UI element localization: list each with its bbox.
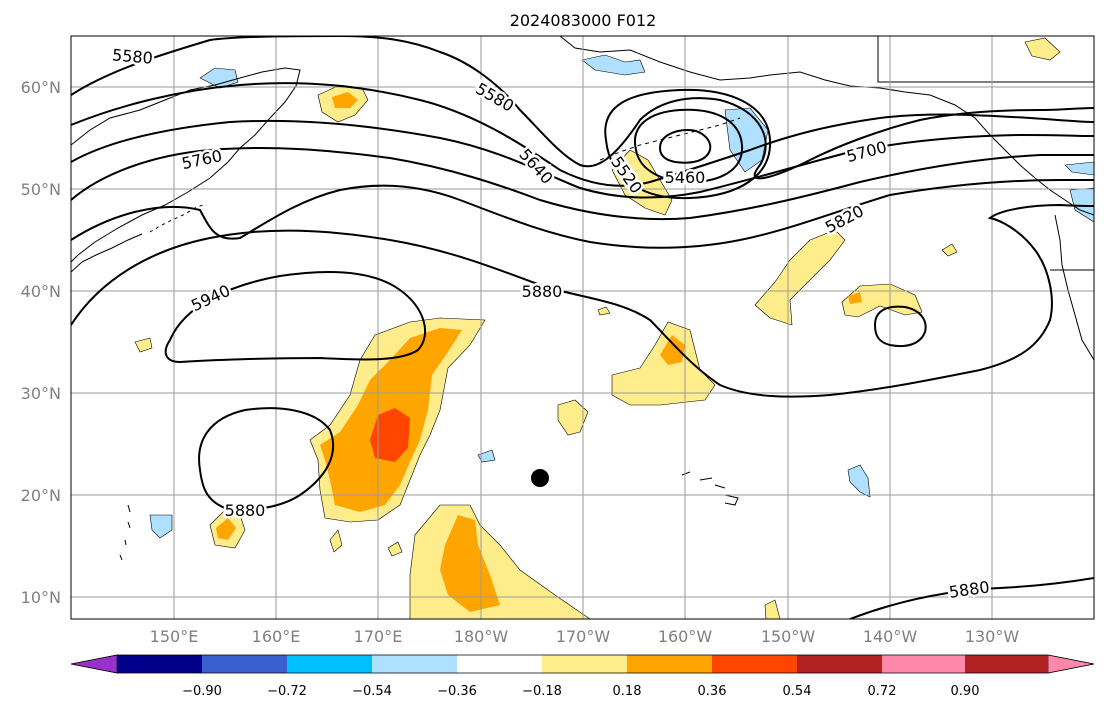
shade-region-patch-e [581,54,646,76]
colorbar-tick-4: −0.36 [437,684,477,699]
contour-label-5880-a: 5880 [522,282,563,301]
map-panel: 5580 5580 5640 5520 5460 5700 5760 5820 … [21,35,1095,646]
lon-tick-170w: 170°W [556,627,611,646]
contour-label-5880-b: 5880 [225,501,266,520]
shade-region-kamchatka-core [332,92,358,108]
colorbar-bin-6 [542,655,627,673]
border-alaska-canada [877,36,1094,83]
shade-region-hawaii-north-core [660,335,685,365]
colorbar-bin-9 [797,655,882,673]
contour-5880-main [71,203,1094,398]
shade-region-patch-d [847,464,871,498]
shade-region-patch-j [134,337,153,353]
colorbar-extend-min [70,654,118,674]
lat-tick-30n: 30°N [21,384,61,403]
longitude-ticks: 150°E 160°E 170°E 180°W 170°W 160°W 150°… [150,627,1020,646]
lon-tick-170e: 170°E [354,627,403,646]
colorbar-outline [70,654,1095,674]
shade-region-patch-f [199,67,239,89]
shade-region-patch-o [597,306,611,316]
lon-tick-160w: 160°W [658,627,713,646]
lon-tick-180w: 180°W [454,627,509,646]
shade-region-west-small-core [216,518,236,540]
colorbar: −0.90 −0.72 −0.54 −0.36 −0.18 0.18 0.36 … [70,654,1095,699]
contour-5580-low [604,88,772,200]
colorbar-tick-5: −0.18 [522,684,562,699]
shade-region-hawaii-north [611,321,716,406]
lat-tick-50n: 50°N [21,180,61,199]
contour-5700 [71,119,1094,199]
shaded-field [134,37,1094,619]
colorbar-tick-9: 0.72 [868,684,897,699]
contour-5760 [71,147,1094,221]
colorbar-bin-5 [457,655,542,673]
colorbar-bin-4 [372,655,457,673]
coastline-aleutians [599,117,741,161]
colorbar-bin-1 [117,655,202,673]
shade-region-east-2-core [848,292,862,304]
coastline-asia [71,67,301,263]
colorbar-tick-6: 0.18 [613,684,642,699]
lon-tick-140w: 140°W [863,627,918,646]
lat-tick-10n: 10°N [21,588,61,607]
storm-position-dot [531,469,549,487]
lat-tick-40n: 40°N [21,282,61,301]
shade-region-patch-l [387,541,403,557]
colorbar-bin-3 [287,655,372,673]
contour-5520-low [633,108,744,184]
contour-5460-low [658,128,712,164]
coastline-kuril [149,203,206,233]
contour-label-5580-a: 5580 [111,45,153,67]
coastline-mariana [119,504,131,561]
shade-region-patch-a [557,399,589,436]
shade-region-south-mid [440,515,500,612]
graticule [71,36,1094,619]
colorbar-bin-11 [965,655,1048,673]
lon-tick-160e: 160°E [252,627,301,646]
lat-tick-20n: 20°N [21,486,61,505]
coastline-japan [71,233,143,273]
lon-tick-150e: 150°E [150,627,199,646]
colorbar-bin-2 [202,655,287,673]
colorbar-tick-7: 0.36 [698,684,727,699]
lat-tick-60n: 60°N [21,78,61,97]
colorbar-tick-2: −0.72 [267,684,307,699]
colorbar-tick-10: 0.90 [951,684,980,699]
shade-region-central-core [370,408,410,462]
coastlines [71,36,1094,561]
coastline-alaska [559,36,1094,216]
colorbar-bin-7 [627,655,712,673]
shade-region-patch-n [764,599,781,619]
coastline-north-america [1054,214,1094,361]
coastline-hawaii [681,471,739,506]
figure-title: 2024083000 F012 [510,11,657,30]
contour-5940-high [164,271,427,364]
shade-region-patch-i [1024,37,1061,61]
lon-tick-130w: 130°W [965,627,1020,646]
latitude-ticks: 60°N 50°N 40°N 30°N 20°N 10°N [21,78,61,607]
shade-region-east-2 [841,283,923,318]
colorbar-tick-1: −0.90 [182,684,222,699]
contour-5880-south [849,577,1094,619]
colorbar-extend-max [1047,654,1095,674]
colorbar-tick-3: −0.54 [352,684,392,699]
colorbar-bin-8 [712,655,797,673]
contour-label-5460: 5460 [665,168,706,187]
colorbar-bin-10 [882,655,965,673]
shade-region-patch-m [941,243,958,257]
shade-region-patch-k [329,529,343,553]
colorbar-tick-8: 0.54 [783,684,812,699]
contour-5880-west [198,407,335,511]
shade-region-patch-b [149,514,173,539]
shade-region-patch-g [1064,161,1094,176]
map-frame [70,35,1095,620]
lon-tick-150w: 150°W [761,627,816,646]
contour-5880-east-small [873,305,927,348]
